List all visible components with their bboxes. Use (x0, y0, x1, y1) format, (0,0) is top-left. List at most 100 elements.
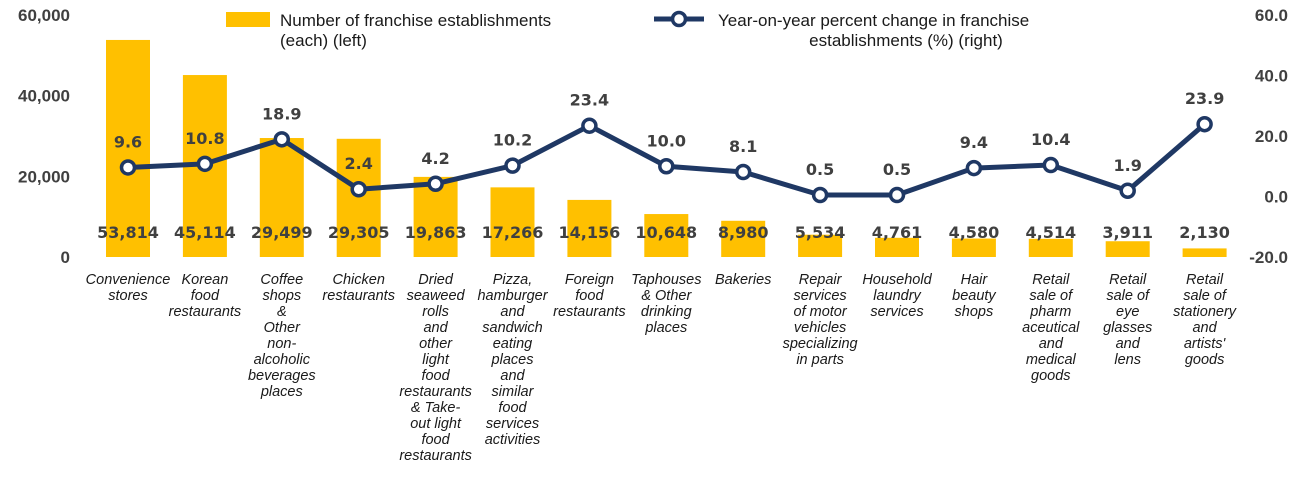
category-label: Hair beauty shops (952, 272, 996, 320)
line-marker (504, 157, 521, 174)
bar-value-label: 10,648 (635, 223, 697, 242)
category-label-line: stationery (1173, 304, 1237, 320)
legend-line-marker (670, 10, 688, 28)
category-label-line: out light (410, 416, 462, 432)
category-label: Korean food restaurants (169, 272, 242, 320)
line-value-label: 18.9 (262, 104, 301, 123)
right-axis-tick: 20.0 (1255, 127, 1288, 146)
bar-value-label: 29,305 (328, 223, 390, 242)
line-value-label: 4.2 (421, 149, 449, 168)
line-value-label: 10.4 (1031, 130, 1070, 149)
category-label-line: hamburger (477, 288, 548, 304)
legend-bar-label-line: Number of franchise establishments (280, 11, 551, 30)
legend: Number of franchise establishments (each)… (226, 10, 1029, 50)
bar (1105, 241, 1150, 257)
line-marker (273, 131, 291, 148)
category-label: Taphouses & Other drinking places (631, 272, 701, 336)
category-label: Chicken restaurants (322, 272, 395, 304)
category-label-line: restaurants (399, 448, 472, 464)
category-label-line: sale of (1106, 288, 1151, 304)
category-label-line: restaurants (553, 304, 626, 320)
bar-value-label: 4,761 (872, 223, 923, 242)
category-label-line: vehicles (794, 320, 846, 336)
category-label-line: Retail (1032, 272, 1070, 288)
category-label-line: Korean (182, 272, 229, 288)
bar (1182, 248, 1227, 257)
bar-value-labels: 53,814 45,114 29,499 29,305 19,863 17,266 14,1… (97, 223, 1230, 242)
category-label-line: restaurants (169, 304, 242, 320)
legend-bar-swatch (226, 12, 270, 27)
legend-line-label: Year-on-year percent change in franchise (718, 11, 1029, 30)
category-label-line: in parts (796, 352, 844, 368)
category-label-line: and (1039, 336, 1064, 352)
category-label: Foreign food restaurants (553, 272, 626, 320)
category-label-line: goods (1031, 368, 1071, 384)
right-axis-tick: 0.0 (1264, 188, 1288, 207)
line-marker (350, 180, 367, 198)
left-axis-tick: 0 (61, 248, 70, 267)
bar (951, 238, 996, 257)
left-y-axis: 0 20,000 40,000 60,000 (18, 6, 70, 267)
bar-value-label: 53,814 (97, 223, 159, 242)
category-label-line: alcoholic (254, 352, 311, 368)
category-label-line: rolls (422, 304, 449, 320)
category-label-line: and (423, 320, 448, 336)
line-marker (119, 159, 137, 176)
category-label-line: food (498, 400, 527, 416)
line-value-labels: 9.6 10.8 18.9 2.4 4.2 10.2 23.4 10.0 8.1 0.5 0.5 9.… (114, 89, 1225, 179)
bar-series (106, 39, 1227, 258)
bar-value-label: 2,130 (1179, 223, 1230, 242)
category-label-line: Dried (418, 272, 454, 288)
category-label-line: Repair (799, 272, 843, 288)
left-axis-tick: 40,000 (18, 87, 70, 106)
right-axis-tick: -20.0 (1249, 248, 1288, 267)
category-label-line: places (260, 384, 303, 400)
category-label-line: Bakeries (715, 272, 771, 288)
line-value-label: 23.9 (1185, 89, 1224, 108)
category-label: Coffee shops & Other non-alcoholic beverages p… (248, 272, 316, 400)
bar (567, 199, 612, 257)
bar-value-label: 14,156 (559, 223, 621, 242)
category-label-line: and (1116, 336, 1141, 352)
category-label-line: seaweed (407, 288, 466, 304)
line-value-label: 0.5 (883, 160, 911, 179)
line-value-label: 9.6 (114, 132, 142, 151)
right-axis-tick: 40.0 (1255, 67, 1288, 86)
category-label-line: activities (485, 432, 541, 448)
category-label-line: stores (108, 288, 148, 304)
category-label-line: Coffee (260, 272, 303, 288)
line-marker (1196, 115, 1213, 133)
category-label-line: and (500, 304, 525, 320)
category-label-line: eating (493, 336, 533, 352)
category-label-line: beverages (248, 368, 316, 384)
line-marker (581, 117, 598, 134)
category-label-line: Chicken (333, 272, 385, 288)
category-label-line: Hair (961, 272, 989, 288)
category-label-line: artists' (1184, 336, 1227, 352)
line-marker (1119, 182, 1136, 200)
category-label-line: drinking (641, 304, 692, 320)
category-label-line: Foreign (565, 272, 614, 288)
line-value-label: 8.1 (729, 137, 757, 156)
category-label-line: & (277, 304, 287, 320)
bar-value-label: 5,534 (795, 223, 846, 242)
bar-value-label: 45,114 (174, 223, 236, 242)
category-label-line: shops (955, 304, 994, 320)
right-axis-tick: 60.0 (1255, 6, 1288, 25)
category-label-line: beauty (952, 288, 996, 304)
bar-value-label: 8,980 (718, 223, 769, 242)
category-label: Retail sale of stationery and artists' goods (1173, 272, 1237, 368)
bar (721, 220, 766, 257)
legend-bar-label-line: (each) (left) (280, 31, 367, 50)
category-label: Retail sale of eye glasses and lens (1103, 272, 1152, 368)
category-label-line: Retail (1109, 272, 1147, 288)
category-label-line: non- (267, 336, 296, 352)
line-marker (811, 186, 829, 204)
category-label-line: and (500, 368, 525, 384)
category-label-line: aceutical (1022, 320, 1080, 336)
bar (490, 187, 535, 257)
bar (106, 39, 150, 258)
category-label: Pizza, hamburger and sandwich eating places an… (477, 272, 548, 448)
legend-line-label: establishments (%) (right) (809, 31, 1003, 50)
